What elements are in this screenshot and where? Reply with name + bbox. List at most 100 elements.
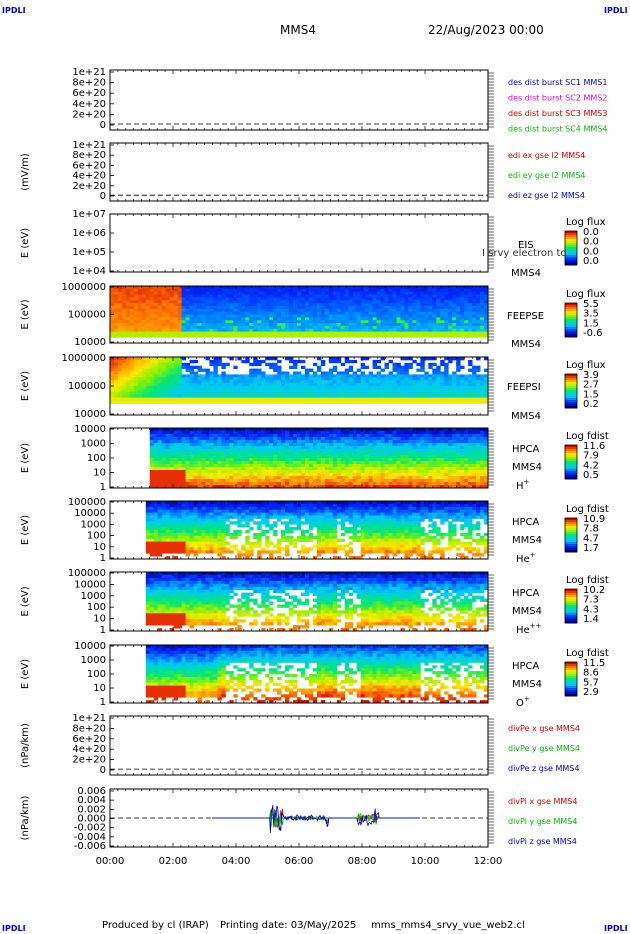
spectrogram-cell [464, 377, 469, 381]
spectrogram-cell [261, 391, 266, 396]
spectrogram-cell [121, 311, 127, 315]
spectrogram-cell [372, 431, 377, 435]
spectrogram-cell [277, 428, 282, 432]
spectrogram-cell [261, 331, 266, 335]
spectrogram-cell [352, 400, 358, 404]
spectrogram-cell [153, 400, 159, 404]
spectrogram-cell [181, 476, 186, 480]
spectrogram-cell [304, 311, 310, 315]
spectrogram-cell [384, 464, 389, 468]
spectrogram-cell [193, 294, 198, 298]
spectrogram-cell [297, 388, 302, 393]
spectrogram-cell [161, 383, 167, 387]
spectrogram-cell [277, 365, 282, 369]
spectrogram-cell [121, 365, 127, 369]
spectrogram-cell [432, 397, 437, 401]
spectrogram-cell [420, 362, 425, 367]
spectrogram-cell [129, 331, 135, 335]
spectrogram-cell [245, 428, 250, 432]
spectrogram-cell [293, 305, 298, 310]
spectrogram-cell [125, 374, 131, 378]
spectrogram-cell [221, 323, 226, 327]
spectrogram-cell [404, 371, 409, 375]
spectrogram-cell [201, 455, 206, 459]
spectrogram-cell [464, 317, 469, 321]
spectrogram-cell [121, 362, 127, 367]
spectrogram-cell [153, 431, 159, 435]
spectrogram-cell [300, 461, 306, 465]
spectrogram-cell [324, 431, 330, 435]
spectrogram-cell [245, 380, 250, 384]
spectrogram-cell [293, 297, 298, 301]
spectrogram-cell [320, 440, 326, 444]
panel-3-colorbar-segment [565, 333, 577, 336]
spectrogram-cell [233, 473, 238, 477]
spectrogram-cell [245, 437, 250, 441]
spectrogram-cell [372, 334, 377, 338]
spectrogram-cell [392, 452, 397, 456]
spectrogram-cell [117, 383, 123, 387]
spectrogram-cell [428, 362, 433, 367]
spectrogram-cell [356, 297, 362, 301]
spectrogram-cell [141, 377, 147, 381]
spectrogram-cell [197, 394, 202, 398]
spectrogram-cell [137, 357, 143, 361]
spectrogram-cell [209, 374, 214, 378]
spectrogram-cell [432, 291, 437, 295]
spectrogram-cell [181, 485, 186, 489]
spectrogram-cell [352, 455, 358, 459]
spectrogram-cell [404, 374, 409, 378]
panel-5-spectrogram [149, 428, 489, 489]
spectrogram-cell [241, 388, 246, 393]
spectrogram-cell [205, 461, 210, 465]
spectrogram-cell [241, 377, 246, 381]
spectrogram-cell [153, 397, 159, 401]
spectrogram-cell [328, 479, 334, 483]
spectrogram-cell [304, 325, 310, 330]
spectrogram-cell [440, 323, 445, 327]
spectrogram-cell [209, 428, 214, 432]
spectrogram-cell [352, 323, 358, 327]
spectrogram-cell [384, 386, 389, 390]
panel-3-colorbar-segment [565, 325, 577, 328]
spectrogram-cell [221, 331, 226, 335]
spectrogram-cell [149, 443, 155, 447]
spectrogram-cell [289, 305, 294, 310]
spectrogram-cell [193, 383, 198, 387]
spectrogram-cell [293, 377, 298, 381]
spectrogram-cell [209, 320, 214, 324]
spectrogram-cell [412, 288, 417, 293]
spectrogram-cell [181, 311, 186, 315]
panel-2-colorbar-label: 0.0 [583, 246, 599, 257]
spectrogram-cell [372, 428, 377, 432]
spectrogram-cell [372, 286, 377, 290]
spectrogram-cell [189, 386, 194, 390]
spectrogram-cell [137, 294, 143, 298]
spectrogram-cell [229, 388, 234, 393]
spectrogram-cell [137, 394, 143, 398]
spectrogram-cell [261, 308, 266, 313]
spectrogram-cell [416, 331, 421, 335]
spectrogram-cell [376, 308, 381, 313]
spectrogram-cell [145, 325, 151, 330]
spectrogram-cell [265, 323, 270, 327]
spectrogram-cell [253, 467, 258, 471]
spectrogram-cell [297, 464, 302, 468]
spectrogram-cell [372, 473, 377, 477]
spectrogram-cell [372, 394, 377, 398]
spectrogram-cell [141, 288, 147, 293]
spectrogram-cell [237, 334, 242, 338]
spectrogram-cell [221, 485, 226, 489]
spectrogram-cell [300, 437, 306, 441]
spectrogram-cell [312, 473, 318, 477]
spectrogram-cell [328, 400, 334, 404]
spectrogram-cell [404, 476, 409, 480]
spectrogram-cell [237, 308, 242, 313]
spectrogram-cell [173, 446, 179, 450]
spectrogram-cell [352, 452, 358, 456]
spectrogram-cell [356, 305, 362, 310]
spectrogram-cell [308, 455, 314, 459]
spectrogram-cell [360, 297, 366, 301]
spectrogram-cell [237, 485, 242, 489]
spectrogram-cell [121, 300, 127, 304]
